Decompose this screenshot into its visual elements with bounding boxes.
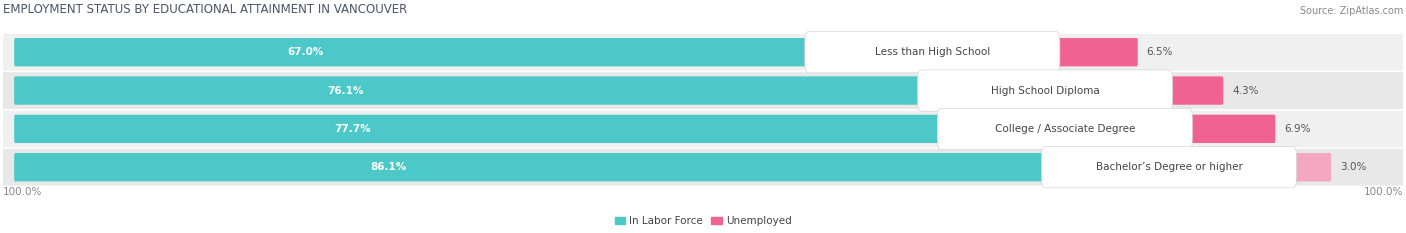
Text: 76.1%: 76.1% [328, 86, 364, 96]
FancyBboxPatch shape [1, 110, 1405, 147]
Text: EMPLOYMENT STATUS BY EDUCATIONAL ATTAINMENT IN VANCOUVER: EMPLOYMENT STATUS BY EDUCATIONAL ATTAINM… [3, 3, 406, 16]
FancyBboxPatch shape [1188, 115, 1275, 143]
Text: High School Diploma: High School Diploma [991, 86, 1099, 96]
FancyBboxPatch shape [1292, 153, 1331, 182]
Text: 86.1%: 86.1% [371, 162, 406, 172]
Text: 3.0%: 3.0% [1340, 162, 1367, 172]
Text: 6.9%: 6.9% [1284, 124, 1310, 134]
Text: 100.0%: 100.0% [3, 187, 42, 197]
Text: Bachelor’s Degree or higher: Bachelor’s Degree or higher [1095, 162, 1243, 172]
FancyBboxPatch shape [938, 108, 1192, 150]
FancyBboxPatch shape [917, 70, 1173, 111]
Text: 100.0%: 100.0% [1364, 187, 1403, 197]
FancyBboxPatch shape [14, 153, 1083, 182]
Text: 77.7%: 77.7% [333, 124, 371, 134]
FancyBboxPatch shape [14, 38, 846, 66]
FancyBboxPatch shape [1056, 38, 1137, 66]
FancyBboxPatch shape [1168, 76, 1223, 105]
FancyBboxPatch shape [14, 115, 979, 143]
FancyBboxPatch shape [1, 149, 1405, 186]
Text: College / Associate Degree: College / Associate Degree [994, 124, 1135, 134]
FancyBboxPatch shape [1, 34, 1405, 71]
Text: Source: ZipAtlas.com: Source: ZipAtlas.com [1301, 6, 1403, 16]
Text: Less than High School: Less than High School [875, 47, 990, 57]
FancyBboxPatch shape [14, 76, 959, 105]
FancyBboxPatch shape [804, 32, 1060, 73]
FancyBboxPatch shape [1042, 147, 1296, 188]
FancyBboxPatch shape [1, 72, 1405, 109]
Legend: In Labor Force, Unemployed: In Labor Force, Unemployed [610, 212, 796, 230]
Text: 6.5%: 6.5% [1147, 47, 1173, 57]
Text: 67.0%: 67.0% [288, 47, 323, 57]
Text: 4.3%: 4.3% [1232, 86, 1258, 96]
